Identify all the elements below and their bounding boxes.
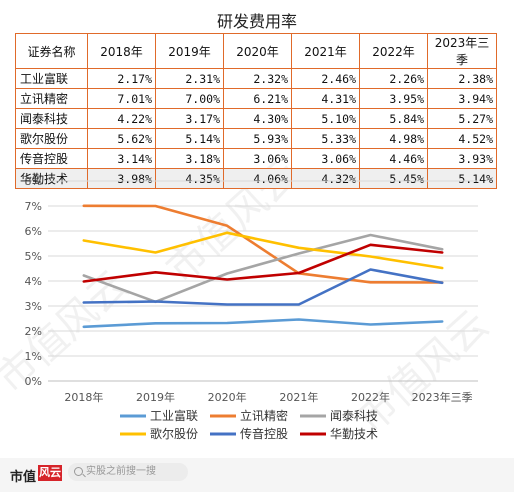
table-cell: 3.17% (155, 108, 224, 129)
series-line (82, 233, 444, 304)
table-cell: 5.84% (359, 108, 428, 129)
table-cell: 3.06% (223, 148, 292, 169)
footer-logo: 市值 (10, 470, 37, 485)
table-cell: 4.31% (291, 88, 360, 109)
y-tick-label: 4% (25, 275, 42, 288)
table-cell: 4.30% (223, 108, 292, 129)
table-row: 华勤技术 3.98% 4.35% 4.06% 4.32% 5.45% 5.14% (15, 168, 497, 189)
legend-label: 工业富联 (150, 408, 198, 423)
table-cell: 3.98% (87, 168, 156, 189)
x-tick-label: 2022年 (351, 390, 390, 404)
table-cell: 2.26% (359, 68, 428, 89)
table-cell: 2.32% (223, 68, 292, 89)
table-cell: 4.06% (223, 168, 292, 189)
legend-label: 传音控股 (240, 426, 288, 441)
series-line (82, 204, 444, 284)
table-cell: 3.93% (427, 148, 497, 169)
table-cell: 华勤技术 (15, 168, 88, 189)
table-cell: 5.14% (427, 168, 497, 189)
series-line (82, 318, 444, 329)
search-icon (74, 467, 83, 476)
series-line (82, 268, 444, 306)
footer-search-input[interactable]: 实股之前搜一搜 (68, 463, 188, 481)
series-line (82, 231, 444, 270)
table-cell: 5.93% (223, 128, 292, 149)
table-header-cell: 2023年三季 (427, 33, 497, 69)
table-cell: 5.33% (291, 128, 360, 149)
table-cell: 2.46% (291, 68, 360, 89)
table-cell: 5.27% (427, 108, 497, 129)
legend-label: 华勤技术 (330, 427, 378, 441)
x-tick-label: 2023年三季 (412, 390, 473, 404)
x-tick-label: 2020年 (208, 390, 247, 404)
y-tick-label: 2% (25, 325, 42, 338)
y-tick-label: 3% (25, 300, 42, 313)
table-row: 歌尔股份 5.62% 5.14% 5.93% 5.33% 4.98% 4.52% (15, 128, 497, 149)
table-header-cell: 2019年 (155, 33, 224, 69)
table-cell: 6.21% (223, 88, 292, 109)
table-cell: 5.45% (359, 168, 428, 189)
x-tick-label: 2019年 (136, 390, 175, 404)
table-cell: 3.18% (155, 148, 224, 169)
table-cell: 4.52% (427, 128, 497, 149)
table-cell: 7.01% (87, 88, 156, 109)
y-tick-label: 0% (25, 375, 42, 388)
table-cell: 2.17% (87, 68, 156, 89)
table-cell: 4.32% (291, 168, 360, 189)
y-tick-label: 7% (25, 200, 42, 213)
table-cell: 5.10% (291, 108, 360, 129)
legend-label: 立讯精密 (240, 408, 288, 423)
table-header-cell: 2018年 (87, 33, 156, 69)
table-cell: 4.46% (359, 148, 428, 169)
y-tick-label: 6% (25, 225, 42, 238)
y-tick-label: 5% (25, 250, 42, 263)
legend-label: 歌尔股份 (150, 426, 198, 441)
table-cell: 3.06% (291, 148, 360, 169)
table-cell: 4.98% (359, 128, 428, 149)
table-cell: 2.31% (155, 68, 224, 89)
table-cell: 立讯精密 (15, 88, 88, 109)
table-header-cell: 证券名称 (15, 33, 88, 69)
table-header-row: 证券名称 2018年 2019年 2020年 2021年 2022年 2023年… (15, 33, 497, 69)
data-table: 证券名称 2018年 2019年 2020年 2021年 2022年 2023年… (15, 33, 497, 189)
table-cell: 工业富联 (15, 68, 88, 89)
y-tick-label: 1% (25, 350, 42, 363)
table-header-cell: 2021年 (291, 33, 360, 69)
x-tick-label: 2021年 (279, 390, 318, 404)
table-row: 立讯精密 7.01% 7.00% 6.21% 4.31% 3.95% 3.94% (15, 88, 497, 109)
table-header-cell: 2022年 (359, 33, 428, 69)
table-row: 闻泰科技 4.22% 3.17% 4.30% 5.10% 5.84% 5.27% (15, 108, 497, 129)
table-row: 工业富联 2.17% 2.31% 2.32% 2.46% 2.26% 2.38% (15, 68, 497, 89)
table-row: 传音控股 3.14% 3.18% 3.06% 3.06% 4.46% 3.93% (15, 148, 497, 169)
table-cell: 4.35% (155, 168, 224, 189)
table-header-cell: 2020年 (223, 33, 292, 69)
chart-title: 研发费用率 (216, 12, 297, 31)
table-cell: 5.14% (155, 128, 224, 149)
table-cell: 4.22% (87, 108, 156, 129)
table-cell: 2.38% (427, 68, 497, 89)
table-cell: 7.00% (155, 88, 224, 109)
table-cell: 3.94% (427, 88, 497, 109)
series-line (82, 243, 444, 283)
legend-label: 闻泰科技 (330, 409, 378, 423)
footer-logo-badge: 风云 (38, 465, 62, 481)
table-cell: 传音控股 (15, 148, 88, 169)
table-cell: 3.14% (87, 148, 156, 169)
table-cell: 3.95% (359, 88, 428, 109)
table-cell: 歌尔股份 (15, 128, 88, 149)
line-chart: 0% 1% 2% 3% 4% 5% 6% 7% 8% 2018年 2019年 2020年 2021年 20… (25, 175, 478, 441)
table-cell: 5.62% (87, 128, 156, 149)
x-tick-label: 2018年 (64, 390, 103, 404)
y-tick-label: 8% (25, 175, 42, 188)
table-cell: 闻泰科技 (15, 108, 88, 129)
